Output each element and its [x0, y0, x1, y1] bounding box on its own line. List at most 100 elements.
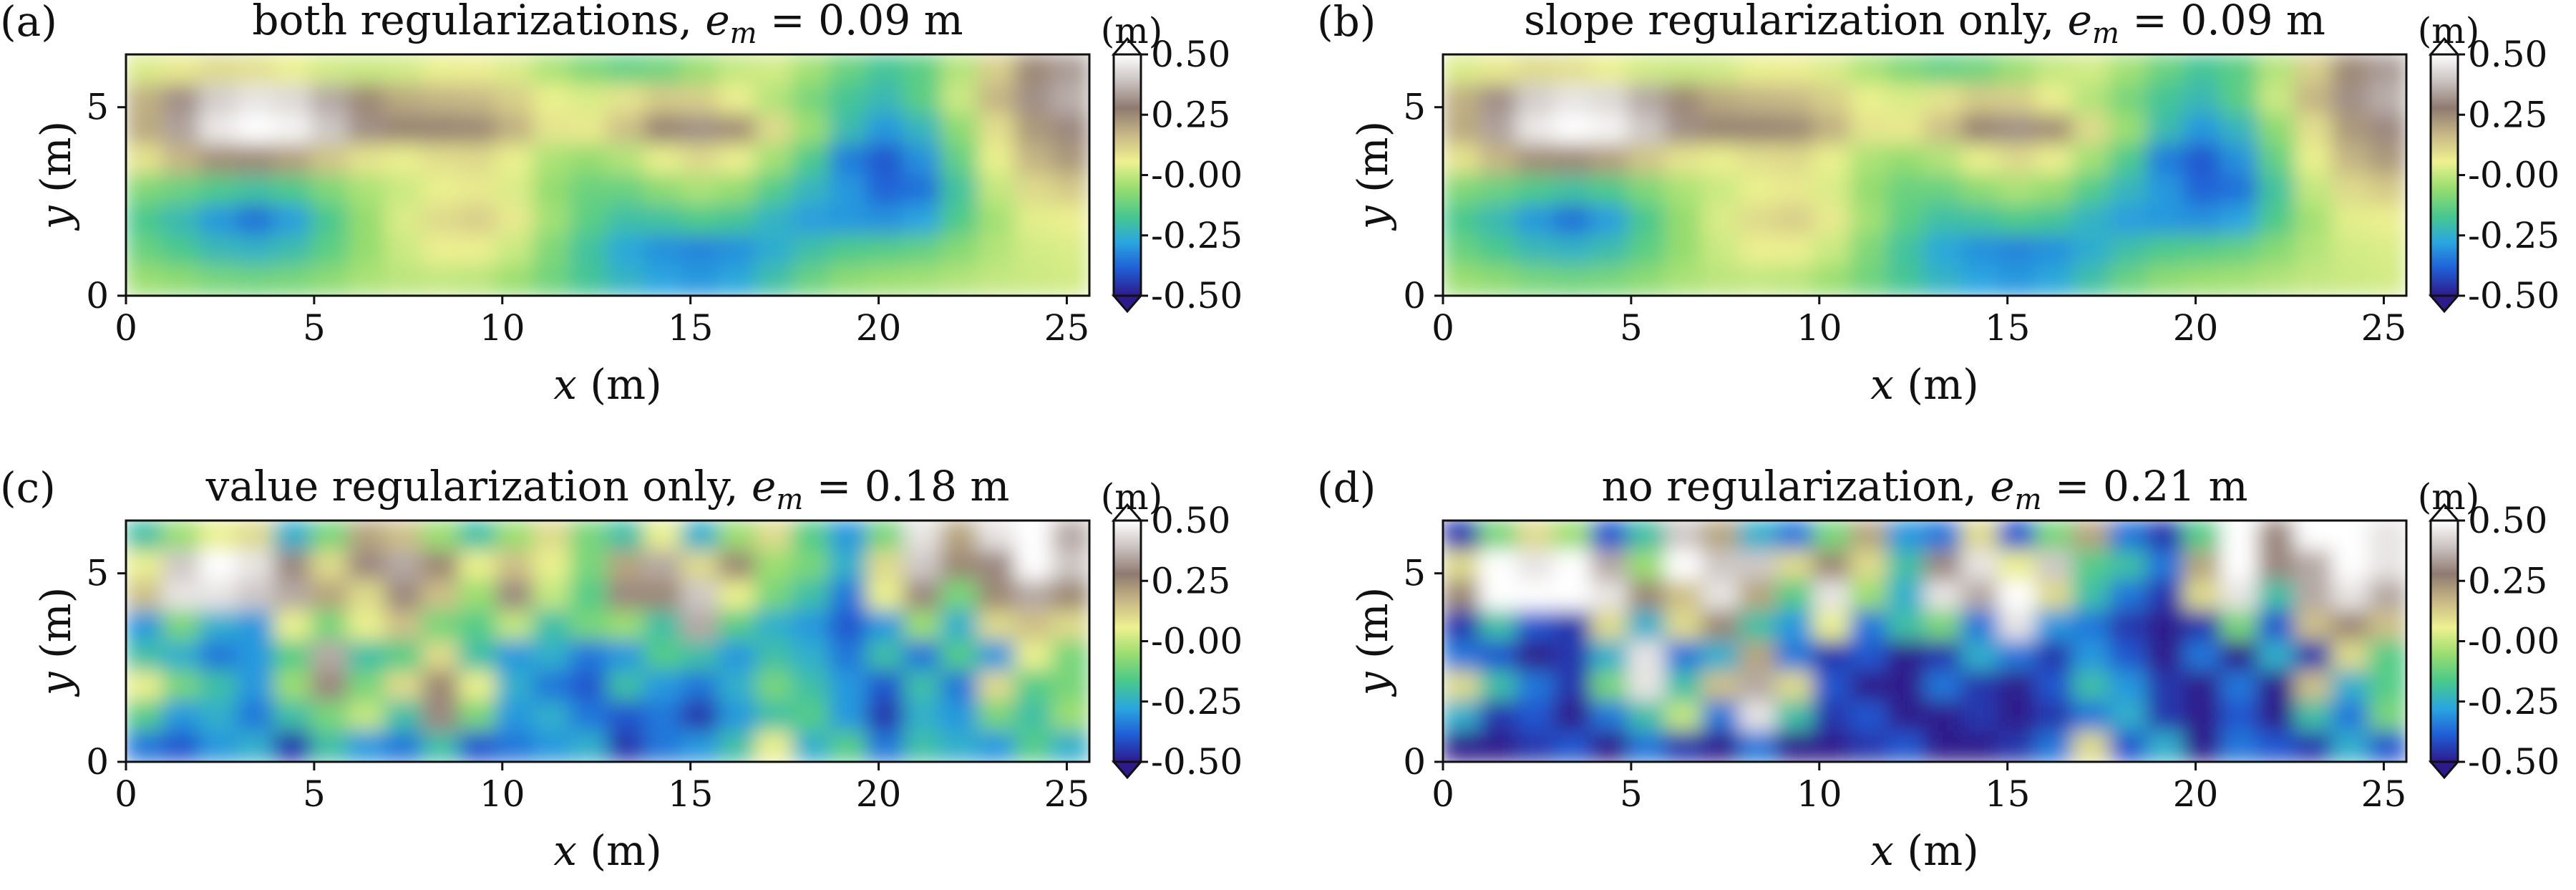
heatmap-cell: [1850, 264, 1889, 296]
heatmap-cell: [570, 610, 608, 642]
heatmap-cell: [458, 54, 497, 86]
heatmap-cell: [1664, 204, 1703, 236]
heatmap-cell: [495, 610, 535, 642]
heatmap-cell: [1960, 204, 2000, 236]
plot-frame: [125, 519, 1091, 763]
heatmap-cell: [1479, 550, 1518, 582]
heatmap-cell: [162, 264, 201, 296]
colorbar-tick-label: -0.50: [1151, 275, 1243, 316]
heatmap-cell: [977, 610, 1016, 642]
heatmap-cell: [310, 204, 349, 236]
heatmap-cell: [1924, 144, 1963, 176]
heatmap-cell: [2035, 114, 2074, 146]
heatmap-cell: [2035, 670, 2074, 702]
heatmap-cell: [866, 610, 905, 642]
heatmap-cell: [755, 144, 794, 176]
heatmap-cell: [1627, 610, 1666, 642]
heatmap-cell: [2072, 730, 2111, 762]
heatmap-cell: [1701, 640, 1741, 672]
plot-frame: [125, 53, 1091, 297]
heatmap-cell: [384, 174, 424, 206]
heatmap-cell: [2183, 580, 2222, 612]
heatmap-cell: [903, 54, 942, 86]
heatmap-cell: [458, 580, 497, 612]
heatmap-cell: [1014, 84, 1054, 116]
heatmap-cell: [903, 204, 942, 236]
heatmap-cell: [1014, 640, 1054, 672]
y-tick-label: 0: [1403, 275, 1426, 316]
y-tick-label: 0: [86, 741, 109, 783]
panel-b: 0 5 10 15 20 25 0 5 x (m) y (m) (b) slope regulariz…: [1317, 0, 2560, 409]
heatmap-cell: [2146, 521, 2185, 552]
heatmap-cell: [755, 521, 794, 552]
heatmap-cell: [533, 84, 572, 116]
heatmap-cell: [1960, 84, 2000, 116]
colorbar-tick-label: -0.25: [2468, 681, 2560, 722]
heatmap-cell: [1998, 700, 2037, 732]
heatmap-cell: [2072, 700, 2111, 732]
heatmap-cell: [1479, 580, 1518, 612]
heatmap-cell: [977, 700, 1016, 732]
heatmap-cell: [2331, 730, 2371, 762]
heatmap-cell: [1051, 700, 1089, 732]
heatmap-cell: [1627, 670, 1666, 702]
heatmap-cell: [755, 114, 794, 146]
heatmap-cell: [977, 640, 1016, 672]
heatmap-cell: [1850, 521, 1889, 552]
heatmap-cell: [1516, 550, 1555, 582]
heatmap-cell: [866, 700, 905, 732]
heatmap-cell: [2257, 521, 2296, 552]
heatmap-cell: [681, 84, 720, 116]
heatmap-cell: [1812, 54, 1852, 86]
heatmap-cell: [1590, 640, 1629, 672]
heatmap-cell: [1516, 234, 1555, 266]
heatmap-cell: [1775, 114, 1814, 146]
heatmap-cell: [236, 114, 276, 146]
colorbar-gradient: [2431, 54, 2458, 296]
heatmap-cell: [533, 700, 572, 732]
heatmap-cell: [829, 144, 868, 176]
heatmap-cell: [903, 700, 942, 732]
heatmap-cell: [310, 670, 349, 702]
heatmap-cell: [1590, 264, 1629, 296]
heatmap-cell: [2220, 550, 2259, 582]
heatmap-cell: [1739, 640, 1777, 672]
heatmap-cell: [1553, 640, 1593, 672]
heatmap-cell: [2220, 144, 2259, 176]
heatmap-cell: [533, 580, 572, 612]
heatmap-cell: [1664, 264, 1703, 296]
heatmap-cell: [792, 700, 831, 732]
heatmap-cell: [1590, 580, 1629, 612]
heatmap-cell: [2072, 640, 2111, 672]
heatmap-cell: [458, 234, 497, 266]
heatmap-cell: [273, 521, 312, 552]
heatmap-cell: [607, 640, 646, 672]
heatmap-cell: [458, 610, 497, 642]
heatmap-cell: [2368, 234, 2406, 266]
heatmap-cell: [681, 174, 720, 206]
heatmap-cell: [1812, 204, 1852, 236]
heatmap-cell: [236, 670, 276, 702]
heatmap-cell: [1924, 521, 1963, 552]
heatmap-cell: [1443, 84, 1481, 116]
heatmap-cell: [533, 174, 572, 206]
heatmap-cell: [1590, 730, 1629, 762]
heatmap-cell: [273, 114, 312, 146]
heatmap-cell: [1516, 264, 1555, 296]
colorbar-tick-label: 0.50: [1151, 34, 1230, 75]
heatmap-cell: [458, 174, 497, 206]
heatmap-cell: [2331, 670, 2371, 702]
heatmap-cell: [2220, 114, 2259, 146]
plot-frame: [1442, 53, 2408, 297]
colorbar: -0.50 -0.25 -0.00 0.25 0.50(m): [1101, 10, 1243, 316]
heatmap-cell: [1051, 580, 1089, 612]
heatmap-cell: [607, 700, 646, 732]
heatmap-cell: [1664, 730, 1703, 762]
panel-letter: (a): [0, 0, 57, 46]
heatmap-cell: [495, 234, 535, 266]
heatmap-cell: [755, 610, 794, 642]
colorbar-tick-label: -0.00: [2468, 155, 2560, 196]
heatmap-cell: [1014, 144, 1054, 176]
heatmap-cell: [1739, 730, 1777, 762]
heatmap-cell: [422, 204, 460, 236]
